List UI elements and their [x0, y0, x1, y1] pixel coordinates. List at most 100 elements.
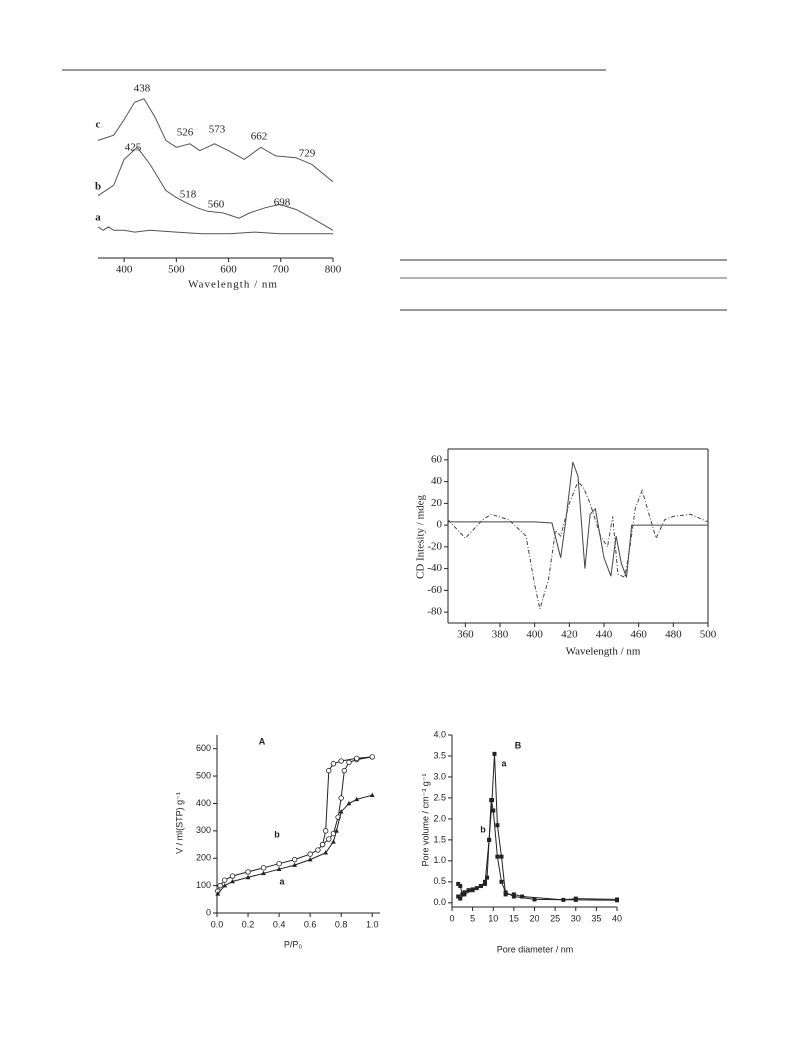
marker: [331, 839, 336, 844]
marker: [326, 767, 332, 774]
peak-label: 438: [134, 83, 151, 95]
marker: [503, 890, 508, 895]
peak-label: 518: [180, 189, 197, 201]
y-tick-label: -80: [427, 606, 442, 618]
marker: [307, 851, 313, 857]
series-label: a: [279, 876, 285, 886]
marker: [322, 828, 329, 834]
marker: [369, 754, 375, 760]
x-tick-label: 440: [596, 629, 613, 641]
x-axis-label: P/P₀: [284, 939, 303, 949]
marker: [489, 798, 494, 803]
marker: [222, 883, 228, 888]
y-tick-label: 0.5: [433, 876, 446, 886]
x-tick-label: 500: [700, 629, 717, 641]
y-tick-label: 100: [196, 880, 211, 890]
y-tick-label: 2.0: [433, 813, 446, 823]
marker: [334, 828, 339, 833]
marker: [354, 755, 360, 761]
x-tick-label: 480: [665, 629, 682, 641]
y-tick-label: 40: [431, 475, 443, 487]
marker: [462, 892, 467, 897]
marker: [511, 894, 516, 899]
marker: [369, 792, 375, 798]
marker: [276, 866, 282, 871]
y-tick-label: 400: [196, 798, 211, 808]
y-tick-label: 3.0: [433, 771, 446, 781]
marker: [499, 879, 504, 884]
series-label: b: [480, 824, 486, 834]
panel-label: A: [259, 736, 266, 746]
x-tick-label: 420: [561, 629, 578, 641]
marker: [573, 897, 578, 902]
marker: [456, 894, 461, 899]
x-tick-label: 800: [325, 264, 342, 276]
marker: [222, 877, 228, 883]
marker: [307, 857, 313, 862]
y-tick-label: 600: [196, 743, 211, 753]
marker: [326, 836, 332, 842]
x-tick-label: 0.0: [211, 919, 224, 929]
y-tick-label: -60: [427, 584, 442, 596]
x-tick-label: 400: [116, 264, 133, 276]
y-tick-label: 4.0: [433, 729, 446, 739]
panel-label: B: [515, 740, 522, 750]
x-tick-label: 25: [550, 913, 560, 923]
marker: [495, 823, 500, 828]
marker: [487, 837, 492, 842]
x-tick-label: 0.4: [273, 919, 286, 929]
x-tick-label: 10: [488, 913, 498, 923]
y-tick-label: 1.0: [433, 855, 446, 865]
marker: [503, 892, 508, 897]
series-line: [97, 98, 334, 183]
y-axis-label: Pore volume / cm⁻³ g⁻¹: [420, 773, 430, 866]
y-tick-label: 60: [431, 453, 443, 465]
x-tick-label: 500: [168, 264, 185, 276]
series-line: [97, 146, 334, 231]
series-label: a: [501, 758, 507, 768]
x-axis-label: Wavelength / nm: [188, 279, 278, 291]
x-tick-label: 15: [509, 913, 519, 923]
marker: [338, 758, 344, 764]
series-line: [217, 756, 373, 892]
x-tick-label: 20: [529, 913, 539, 923]
x-tick-label: 600: [220, 264, 237, 276]
marker: [456, 881, 461, 886]
series-label: c: [96, 119, 101, 131]
x-axis-label: Pore diameter / nm: [497, 944, 574, 954]
marker: [483, 879, 487, 884]
x-axis-label: Wavelength / nm: [566, 646, 641, 658]
x-tick-label: 460: [630, 629, 647, 641]
marker: [215, 891, 221, 896]
series-line: [217, 794, 373, 895]
x-tick-label: 0.2: [242, 919, 255, 929]
x-tick-label: 1.0: [366, 919, 379, 929]
marker: [338, 795, 344, 801]
marker: [217, 882, 223, 889]
x-tick-label: 0.8: [335, 919, 348, 929]
marker: [276, 861, 282, 867]
marker: [338, 809, 344, 814]
y-tick-label: 0.0: [433, 897, 446, 907]
series-line: [447, 480, 709, 610]
x-tick-label: 5: [470, 913, 475, 923]
isotherm-chart: 0.0 0.2 0.4 0.6 0.8 1.0 0 100 200 300 400 500 600 b a A…: [174, 735, 380, 949]
series-label: b: [95, 181, 101, 193]
marker: [478, 884, 483, 889]
marker: [323, 850, 329, 855]
marker: [245, 869, 251, 875]
marker: [261, 870, 266, 876]
marker: [520, 894, 525, 899]
pore-size-chart: 0 5 10 15 20 25 30 35 40 0.0 0.5 1.0 1.5 2.0 2.5 3.0 3.5…: [420, 729, 622, 954]
y-tick-label: 0: [206, 907, 211, 917]
marker: [354, 796, 360, 802]
marker: [499, 854, 504, 859]
y-tick-label: 200: [196, 853, 211, 863]
y-tick-label: -40: [427, 562, 442, 574]
y-tick-label: 0: [437, 519, 443, 531]
marker: [291, 856, 298, 863]
x-tick-label: 30: [571, 913, 581, 923]
marker: [532, 897, 537, 902]
